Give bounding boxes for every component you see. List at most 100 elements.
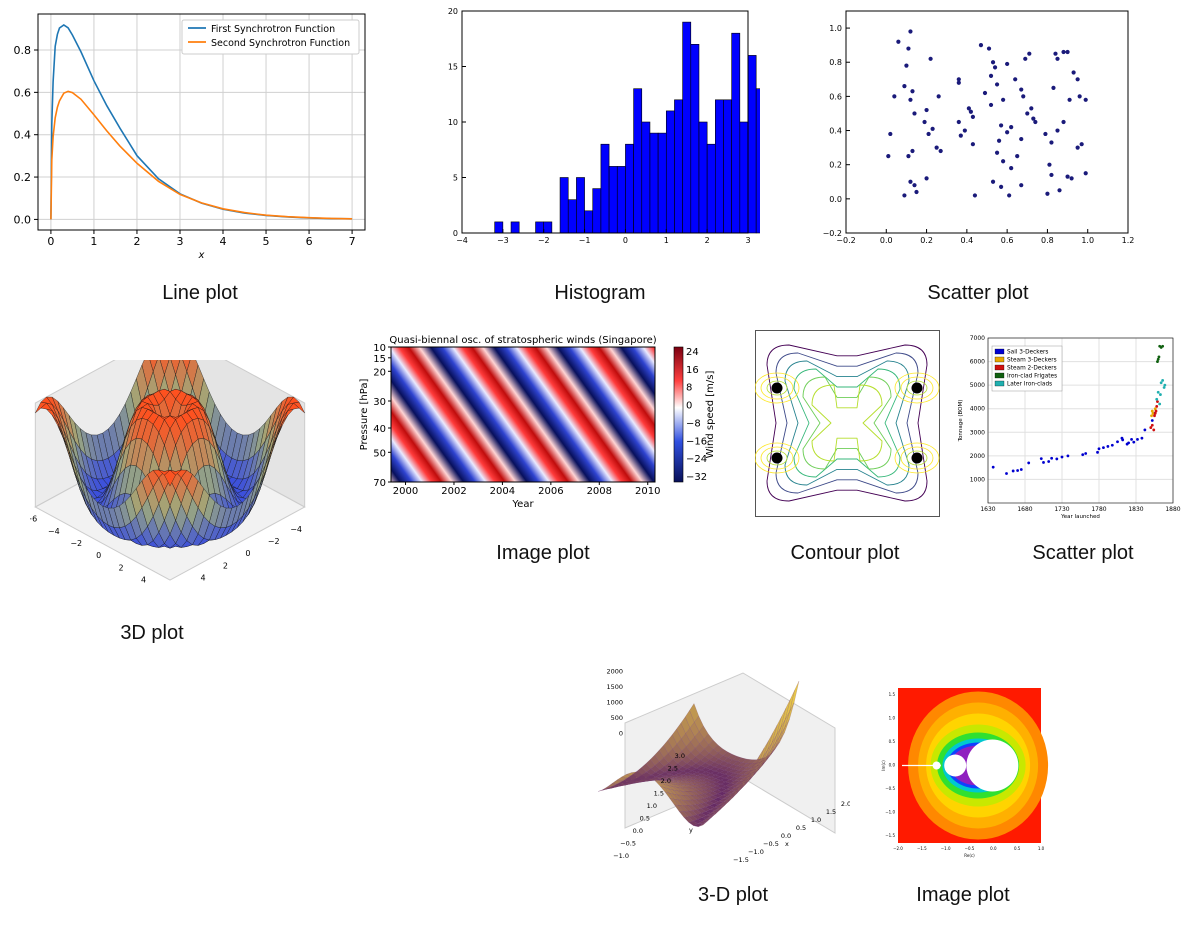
plot-frame (755, 330, 940, 517)
x-tick-label: 3 (745, 236, 750, 245)
plot-frame (390, 346, 656, 483)
histogram-bar (616, 166, 626, 234)
scatter-point (1031, 116, 1036, 121)
scatter-point-1 (1081, 453, 1085, 457)
x-tick-label: 0.8 (1041, 236, 1054, 245)
scatter-point (978, 43, 984, 48)
x-tick-label: 4 (141, 576, 146, 585)
colorbar-tick-label: 0 (686, 401, 692, 412)
scatter-point (910, 148, 915, 154)
scatter-point (999, 123, 1004, 128)
y-tick-label: 20 (448, 7, 458, 16)
scatter-point (1013, 77, 1018, 82)
y-tick-label: 30 (373, 397, 386, 408)
y-tick-label: 3000 (970, 429, 985, 436)
scatter-point (914, 189, 919, 195)
scatter-point-5 (1162, 386, 1166, 389)
scatter-point-3 (1152, 428, 1156, 432)
scatter-point (1005, 130, 1010, 135)
scatter-point-1 (1019, 468, 1023, 471)
x-axis-label: x (198, 250, 205, 261)
histogram-bar (559, 177, 569, 234)
scatter-point-1 (1121, 438, 1125, 442)
contour-ring (760, 376, 794, 400)
y-tick-label: 7000 (970, 335, 985, 342)
histogram-bar (608, 166, 618, 234)
x-tick-label: 2 (705, 236, 710, 245)
x-axis-label: x (785, 840, 789, 848)
histogram-bar (723, 99, 732, 234)
y-axis-label: y (689, 826, 693, 834)
scatter-point-1 (1097, 447, 1101, 451)
histogram-bar (584, 210, 594, 234)
x-tick-label: 0 (96, 551, 101, 560)
x-tick-label: 2006 (538, 486, 563, 497)
x-tick-label: 1680 (1017, 506, 1032, 513)
histogram-panel: −4 −3 −2 −1 0 1 2 3 0 5 10 15 20 (440, 0, 863, 250)
histogram-bar (747, 55, 757, 234)
scatter-point (1055, 128, 1060, 133)
scatter-point-4 (1156, 360, 1159, 363)
qbo-image-panel: Quasi-biennal osc. of stratospheric wind… (355, 330, 716, 515)
bulb-2 (944, 754, 967, 777)
y-tick-label: 15 (373, 354, 386, 365)
scatter-point-5 (1159, 381, 1163, 385)
histogram-bar (706, 143, 716, 234)
scatter-point (1025, 111, 1030, 116)
y-tick-label: 0.5 (640, 815, 650, 823)
y-tick-label: 70 (373, 478, 386, 489)
scatter-chart: −0.2 0.0 0.2 0.4 0.6 0.8 1.0 1.2 −0.2 0.0 0.2 0.4 0.… (823, 10, 1134, 245)
scatter-point (1049, 140, 1054, 145)
scatter-point-1 (1127, 441, 1130, 445)
scatter-point-3 (1153, 414, 1156, 418)
scatter-point (988, 102, 994, 108)
scatter-point (888, 131, 893, 137)
x-tick-label: −0.5 (965, 846, 975, 851)
y-tick-label: 50 (373, 448, 386, 459)
legend-swatch (994, 372, 1005, 379)
legend-box (181, 19, 360, 55)
scatter-plot-panel: −0.2 0.0 0.2 0.4 0.6 0.8 1.0 1.2 −0.2 0.0 0.2 0.4 0.… (810, 0, 1150, 250)
scatter-point (1049, 172, 1054, 178)
y-tick-label: 0 (453, 229, 458, 238)
contour-line (793, 368, 901, 478)
scatter-point (1065, 174, 1070, 179)
chart-title: Quasi-biennal osc. of stratospheric wind… (389, 335, 656, 346)
surface3d-chart: −6−4−20246−6−4−20246−1.0−0.50.00.51.0 (25, 329, 330, 597)
histogram-bar (674, 99, 683, 234)
scatter-point-1 (1084, 452, 1088, 455)
scatter-point (908, 29, 913, 34)
scatter-point (1071, 70, 1076, 75)
x-tick-label: 4 (220, 235, 227, 248)
scatter-point (1057, 188, 1062, 193)
surface-cell (164, 469, 176, 487)
scatter-point-1 (1050, 456, 1054, 460)
histogram-bar (641, 121, 651, 234)
legend-label: Sail 3-Deckers (1007, 350, 1048, 356)
scatter-point (982, 90, 988, 96)
scatter-point-1 (1042, 461, 1045, 464)
histogram-bar (657, 132, 667, 234)
scatter-point (1055, 56, 1060, 61)
x-tick-label: 0 (47, 235, 54, 248)
x-tick-label: 0.0 (880, 236, 893, 245)
x-axis-label: Year (511, 499, 534, 510)
y-tick-label: 0.2 (829, 161, 842, 170)
scatter-point (1079, 142, 1084, 147)
y-axis-label: Im(c) (881, 760, 886, 771)
scatter-point-1 (1027, 461, 1031, 465)
scatter-point (988, 73, 994, 78)
scatter-point-1 (1060, 455, 1064, 459)
y-tick-label: 1.0 (647, 802, 657, 810)
caption-line-plot: Line plot (162, 282, 238, 304)
y-tick-label: −0.5 (620, 840, 636, 848)
scatter-point (1067, 97, 1072, 102)
scatter-point (1061, 49, 1066, 55)
x-tick-label: 1780 (1091, 506, 1106, 513)
scatter-point (1077, 94, 1082, 99)
scatter-point-1 (1011, 469, 1015, 473)
mandelbrot-panel: −2.0 −1.5 −1.0 −0.5 0.0 0.5 1.0 1.5 1.0 0.5 0.0 −0.… (858, 668, 1058, 868)
scatter-point-3 (1156, 400, 1159, 404)
x-tick-label: 2 (119, 563, 124, 572)
y-tick-label: 0.5 (889, 739, 896, 744)
